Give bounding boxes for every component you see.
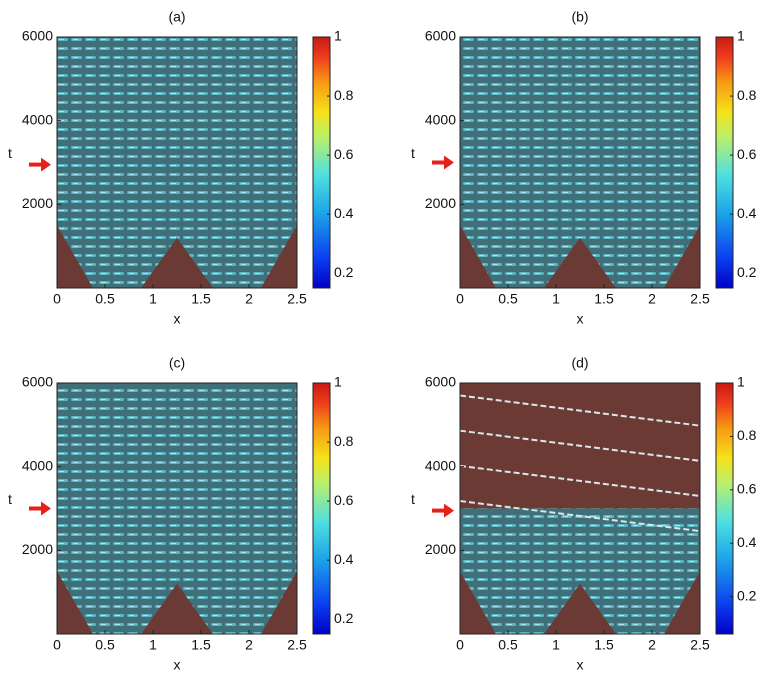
figure: (a)xt00.511.522.52000400060000.20.40.60.…	[0, 0, 764, 678]
x-tick-label: 2.5	[287, 291, 307, 307]
x-tick-label: 1.5	[594, 637, 614, 653]
x-tick-label: 0	[53, 291, 61, 307]
x-tick-label: 1	[552, 291, 560, 307]
x-tick-label: 0	[456, 637, 464, 653]
colorbar-tick-label: 0.2	[334, 264, 354, 280]
colorbar-tick-label: 1	[737, 28, 745, 44]
x-tick-label: 0.5	[95, 637, 115, 653]
x-tick-label: 1.5	[191, 637, 211, 653]
x-axis-label: x	[174, 657, 181, 673]
colorbar-tick-label: 0.6	[334, 492, 354, 508]
panel-title: (a)	[168, 9, 185, 25]
colorbar-tick-label: 0.8	[334, 87, 354, 103]
y-tick-label: 4000	[22, 111, 53, 127]
colorbar-tick-label: 0.2	[737, 587, 757, 603]
y-tick-label: 4000	[425, 457, 456, 473]
x-tick-label: 1.5	[191, 291, 211, 307]
colorbar	[313, 37, 330, 288]
x-tick-label: 0.5	[498, 637, 518, 653]
y-tick-label: 2000	[22, 195, 53, 211]
colorbar-tick-label: 0.4	[737, 205, 757, 221]
colorbar-tick-label: 0.8	[737, 427, 757, 443]
colorbar-tick-label: 0.2	[334, 610, 354, 626]
colorbar-tick-label: 1	[334, 28, 342, 44]
x-tick-label: 1	[552, 637, 560, 653]
x-tick-label: 0.5	[95, 291, 115, 307]
x-tick-label: 2.5	[287, 637, 307, 653]
colorbar-tick-label: 0.8	[737, 87, 757, 103]
x-tick-label: 2	[648, 291, 656, 307]
x-tick-label: 2	[648, 637, 656, 653]
colorbar-tick-label: 0.6	[334, 146, 354, 162]
y-tick-label: 6000	[425, 374, 456, 390]
y-axis-label: t	[411, 145, 415, 161]
marker-arrow-head	[444, 504, 454, 518]
x-tick-label: 1	[149, 637, 157, 653]
x-tick-label: 1	[149, 291, 157, 307]
y-tick-label: 4000	[425, 111, 456, 127]
x-tick-label: 2.5	[690, 637, 710, 653]
y-axis-label: t	[8, 491, 12, 507]
x-tick-label: 0	[456, 291, 464, 307]
panel-title: (d)	[571, 355, 588, 371]
y-axis-label: t	[8, 145, 12, 161]
colorbar-tick-label: 0.4	[737, 534, 757, 550]
x-tick-label: 2	[245, 291, 253, 307]
panel-title: (c)	[169, 355, 185, 371]
y-tick-label: 6000	[425, 28, 456, 44]
colorbar-tick-label: 0.2	[737, 264, 757, 280]
colorbar-tick-label: 0.6	[737, 146, 757, 162]
x-axis-label: x	[577, 311, 584, 327]
marker-arrow-head	[444, 156, 454, 170]
x-tick-label: 0	[53, 637, 61, 653]
x-tick-label: 2	[245, 637, 253, 653]
panel-title: (b)	[571, 9, 588, 25]
colorbar	[313, 383, 330, 634]
y-tick-label: 4000	[22, 457, 53, 473]
colorbar-tick-label: 0.4	[334, 205, 354, 221]
y-axis-label: t	[411, 491, 415, 507]
x-axis-label: x	[174, 311, 181, 327]
x-tick-label: 0.5	[498, 291, 518, 307]
colorbar-tick-label: 1	[334, 374, 342, 390]
colorbar	[716, 37, 733, 288]
colorbar-tick-label: 0.4	[334, 551, 354, 567]
y-tick-label: 2000	[425, 195, 456, 211]
y-tick-label: 6000	[22, 374, 53, 390]
x-tick-label: 2.5	[690, 291, 710, 307]
y-tick-label: 2000	[22, 541, 53, 557]
y-tick-label: 6000	[22, 28, 53, 44]
marker-arrow-head	[41, 158, 51, 172]
colorbar-tick-label: 0.8	[334, 433, 354, 449]
y-tick-label: 2000	[425, 541, 456, 557]
colorbar-tick-label: 1	[737, 374, 745, 390]
colorbar-tick-label: 0.6	[737, 481, 757, 497]
marker-arrow-head	[41, 502, 51, 516]
x-axis-label: x	[577, 657, 584, 673]
x-tick-label: 1.5	[594, 291, 614, 307]
